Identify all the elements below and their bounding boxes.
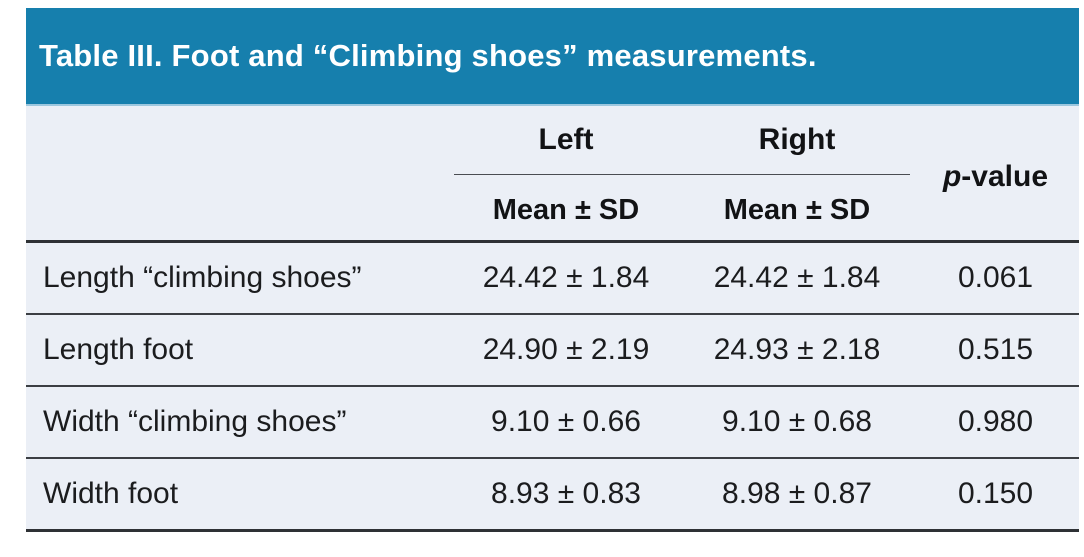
p-value-cell: 0.980	[957, 405, 1034, 438]
table-row: Length “climbing shoes” 24.42 ± 1.84 24.…	[26, 243, 1079, 313]
table-rows: Length “climbing shoes” 24.42 ± 1.84 24.…	[26, 243, 1079, 529]
row-label: Width “climbing shoes”	[43, 405, 347, 438]
subheader-mean-sd-right: Mean ± SD	[723, 194, 871, 226]
right-mean-sd-value: 24.93 ± 2.18	[713, 333, 881, 366]
table-row: Width foot 8.93 ± 0.83 8.98 ± 0.87 0.150	[26, 457, 1079, 529]
column-header-p-value: p -value	[912, 106, 1079, 240]
header-group-underline	[454, 174, 910, 175]
p-value-cell: 0.515	[957, 333, 1034, 366]
p-value-suffix: -value	[961, 160, 1049, 193]
table-row: Length foot 24.90 ± 2.19 24.93 ± 2.18 0.…	[26, 313, 1079, 385]
left-mean-sd-value: 24.90 ± 2.19	[482, 333, 650, 366]
row-label: Length foot	[43, 333, 194, 366]
table-body: Left Right p -value Mean ± SD Mean ± SD L…	[26, 106, 1079, 532]
p-value-cell: 0.150	[957, 477, 1034, 510]
header-spacer-cell	[26, 106, 450, 240]
left-mean-sd-value: 9.10 ± 0.66	[491, 405, 641, 438]
column-header-right: Right	[758, 123, 836, 156]
left-mean-sd-value: 24.42 ± 1.84	[482, 261, 650, 294]
right-mean-sd-value: 8.98 ± 0.87	[722, 477, 872, 510]
row-label: Length “climbing shoes”	[43, 261, 362, 294]
p-value-italic-p: p	[942, 160, 962, 193]
column-header-left: Left	[538, 123, 594, 156]
left-mean-sd-value: 8.93 ± 0.83	[491, 477, 641, 510]
row-label: Width foot	[43, 477, 179, 510]
subheader-mean-sd-left: Mean ± SD	[492, 194, 640, 226]
table-header: Left Right p -value Mean ± SD Mean ± SD	[26, 106, 1079, 243]
table-title: Table III. Foot and “Climbing shoes” mea…	[39, 38, 817, 73]
table-figure: Table III. Foot and “Climbing shoes” mea…	[26, 8, 1079, 532]
table-title-bar: Table III. Foot and “Climbing shoes” mea…	[26, 8, 1079, 106]
right-mean-sd-value: 24.42 ± 1.84	[713, 261, 881, 294]
table-row: Width “climbing shoes” 9.10 ± 0.66 9.10 …	[26, 385, 1079, 457]
p-value-cell: 0.061	[957, 261, 1034, 294]
right-mean-sd-value: 9.10 ± 0.68	[722, 405, 872, 438]
